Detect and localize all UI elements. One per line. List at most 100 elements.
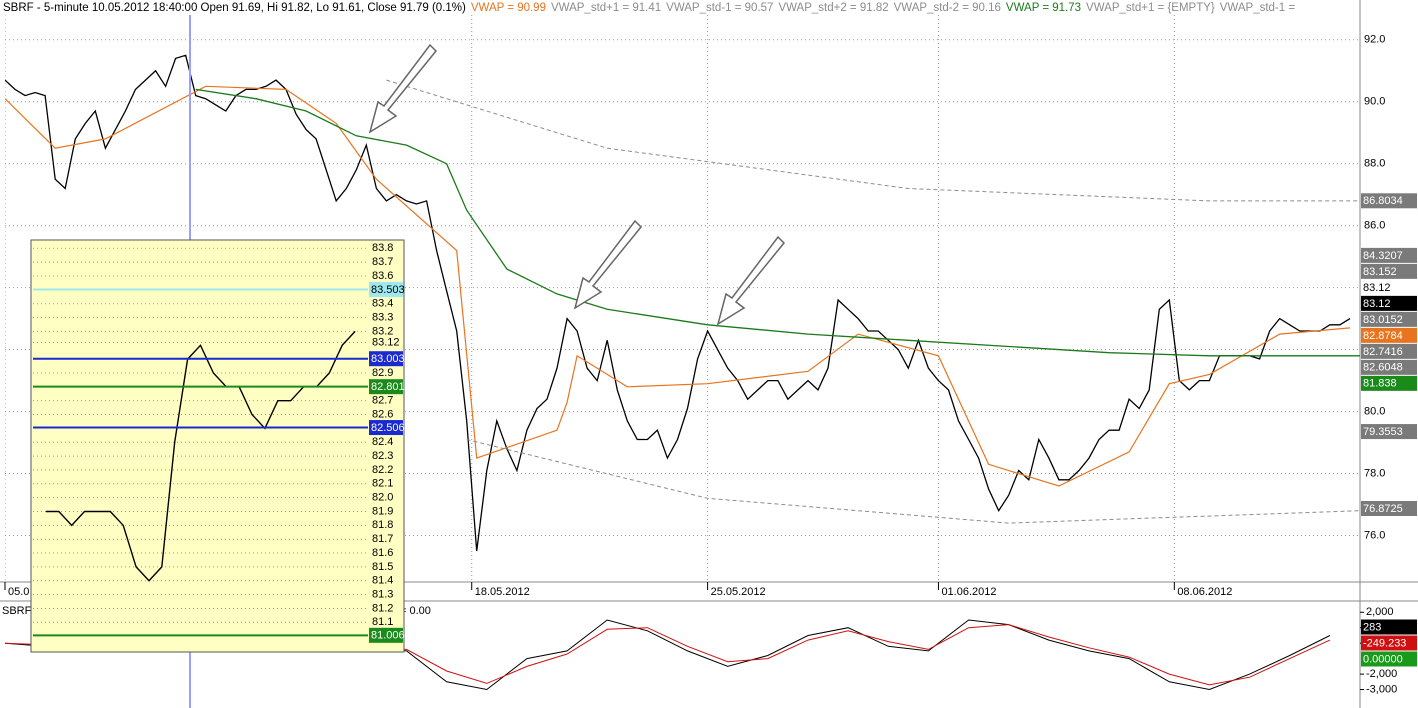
y-tick-label: 81.7 [372, 533, 393, 545]
y-tick-label: 81.4 [372, 575, 393, 587]
price-label-box [1361, 635, 1417, 651]
price-label-box [369, 351, 403, 367]
series-line [386, 79, 1360, 202]
inset-panel [30, 239, 405, 653]
price-label: 82.506 [371, 422, 405, 434]
y-tick-label: 88.0 [1364, 158, 1385, 170]
y-tick-label: 81.9 [372, 505, 393, 517]
y-tick-label: 90.0 [1364, 96, 1385, 108]
y-tick-label: 81.2 [372, 602, 393, 614]
price-label: 83.003 [371, 353, 405, 365]
inset-pane: 83.883.783.683.483.383.283.1282.982.782.… [33, 242, 405, 643]
x-tick-label: 08.06.2012 [1177, 586, 1232, 598]
price-label: 83.12 [1363, 282, 1391, 294]
price-label: 79.3553 [1363, 426, 1403, 438]
y-tick-label: 81.1 [372, 616, 393, 628]
x-tick-label: 01.06.2012 [941, 586, 996, 598]
price-label: 82.8784 [1363, 330, 1403, 342]
y-tick-label: 81.3 [372, 589, 393, 601]
price-label-box [1361, 375, 1417, 391]
price-label-box [1361, 263, 1417, 279]
arrow [368, 43, 438, 134]
header-part: VWAP_std-2 = 90.16 [894, 2, 1001, 14]
y-tick-label: 83.7 [372, 256, 393, 268]
arrow [573, 219, 643, 310]
price-label: 86.8034 [1363, 195, 1403, 207]
price-label-box [1361, 295, 1417, 311]
x-tick-label: 18.05.2012 [475, 586, 530, 598]
price-label: 82.6048 [1363, 362, 1403, 374]
price-label: -249.233 [1363, 637, 1406, 649]
y-tick-label: -2,000 [1366, 668, 1397, 680]
y-tick-label: 83.3 [372, 311, 393, 323]
header-part: VWAP_std+2 = 91.82 [778, 2, 888, 14]
y-tick-label: 83.4 [372, 298, 393, 310]
price-label: 76.8725 [1363, 503, 1403, 515]
price-label-box [1361, 651, 1417, 667]
price-pane: 76.078.080.082.084.086.088.090.092.005.0… [4, 15, 1417, 598]
y-tick-label: 81.6 [372, 547, 393, 559]
price-label: 82.801 [371, 381, 405, 393]
price-label-box [1361, 279, 1417, 295]
y-tick-label: 78.0 [1364, 467, 1385, 479]
price-label-box [1361, 500, 1417, 516]
y-tick-label: 83.12 [372, 336, 400, 348]
y-tick-label: 82.1 [372, 478, 393, 490]
price-label: 83.0152 [1363, 314, 1403, 326]
price-label: 81.006 [371, 630, 405, 642]
series-line [195, 88, 1360, 357]
price-label-box [1361, 424, 1417, 440]
series-line [466, 439, 1360, 524]
price-label: 283 [1363, 621, 1381, 633]
price-label: 83.12 [1363, 298, 1391, 310]
y-tick-label: 83.6 [372, 270, 393, 282]
series-line [5, 85, 1351, 487]
header-part: VWAP = 91.73 [1006, 2, 1081, 14]
y-tick-label: -3,000 [1366, 683, 1397, 695]
price-label-box [1361, 619, 1417, 635]
y-tick-label: 81.5 [372, 561, 393, 573]
price-label-box [369, 420, 403, 436]
price-label-box [1361, 247, 1417, 263]
y-tick-label: 82.0 [372, 492, 393, 504]
y-tick-label: 2,000 [1366, 606, 1394, 618]
header-part: VWAP_std-1 = 90.57 [666, 2, 773, 14]
chart-header: SBRF - 5-minute 10.05.2012 18:40:00 Open… [3, 2, 1295, 14]
x-tick-label: 25.05.2012 [711, 586, 766, 598]
y-tick-label: 82.6 [372, 408, 393, 420]
plot-area [33, 247, 368, 637]
y-tick-label: 83.8 [372, 242, 393, 254]
pane-subtitle: = 0.00 [400, 605, 431, 617]
price-label-box [1361, 359, 1417, 375]
arrows [368, 43, 786, 326]
header-part: VWAP_std+1 = 91.41 [551, 2, 661, 14]
y-tick-label: 92.0 [1364, 34, 1385, 46]
price-label-box [369, 281, 403, 297]
arrow [716, 235, 786, 326]
y-tick-label: 83.2 [372, 325, 393, 337]
y-tick-label: 82.2 [372, 464, 393, 476]
price-label: 84.3207 [1363, 250, 1403, 262]
price-label: 83.152 [1363, 266, 1397, 278]
price-label: 83.503 [371, 284, 405, 296]
y-tick-label: 86.0 [1364, 220, 1385, 232]
price-label-box [1361, 311, 1417, 327]
x-tick-label: 05.0 [8, 586, 29, 598]
price-label: 82.7416 [1363, 346, 1403, 358]
price-label-box [1361, 343, 1417, 359]
header-part: VWAP = 90.99 [471, 2, 546, 14]
pane-title: SBRF [2, 605, 32, 617]
price-label: 81.838 [1363, 378, 1397, 390]
y-tick-label: 82.4 [372, 436, 393, 448]
y-tick-label: 82.9 [372, 367, 393, 379]
series-line [5, 54, 1351, 552]
y-tick-label: 81.8 [372, 519, 393, 531]
y-tick-label: 82.7 [372, 395, 393, 407]
header-part: VWAP_std-1 = [1220, 2, 1296, 14]
plot-area [5, 15, 1360, 582]
price-label: 0.00000 [1363, 653, 1403, 665]
price-label-box [1361, 193, 1417, 209]
header-part: SBRF - 5-minute 10.05.2012 18:40:00 Open… [3, 2, 466, 14]
y-tick-label: 82.3 [372, 450, 393, 462]
